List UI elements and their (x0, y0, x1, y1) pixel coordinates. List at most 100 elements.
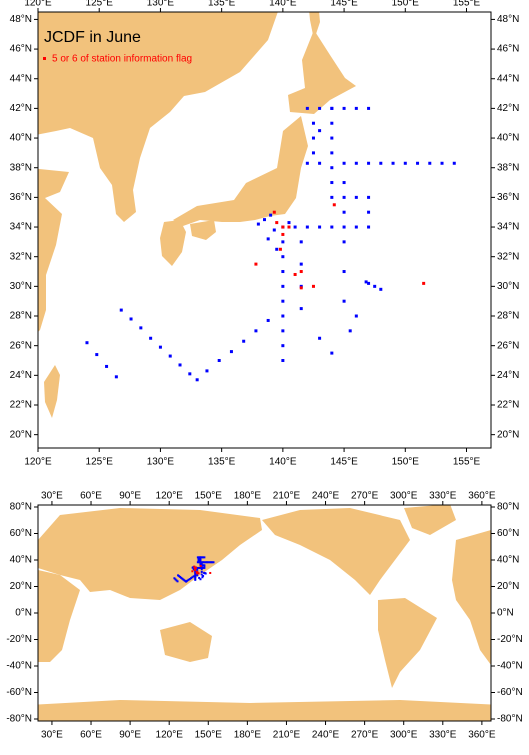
station (177, 574, 180, 577)
x-tick-label: 30°E (41, 730, 63, 741)
x-tick-label: 240°E (312, 730, 340, 741)
station (188, 372, 192, 376)
station (191, 576, 194, 579)
station (200, 564, 203, 567)
y-tick-label: 20°N (497, 429, 519, 440)
station (305, 225, 309, 229)
station (299, 270, 303, 274)
y-tick-label: 28°N (10, 311, 32, 322)
station (196, 572, 199, 575)
station (199, 561, 202, 564)
y-tick-label: 38°N (497, 162, 519, 173)
station (176, 580, 179, 583)
station (281, 255, 285, 259)
station (199, 556, 202, 559)
y-tick-label: 36°N (10, 192, 32, 203)
station (200, 568, 203, 571)
y-tick-label: 32°N (10, 251, 32, 262)
station (367, 106, 371, 110)
station (217, 359, 221, 363)
x-tick-label: 145°E (330, 0, 358, 9)
y-tick-label: 20°N (497, 581, 519, 592)
y-tick-label: 60°N (497, 528, 519, 539)
station (299, 286, 303, 290)
station (196, 566, 199, 569)
x-tick-label: 90°E (119, 730, 141, 741)
y-tick-label: 0°N (15, 608, 32, 619)
station (201, 576, 204, 579)
station (174, 578, 177, 581)
station (281, 359, 285, 363)
station (281, 225, 285, 229)
x-tick-label: 130°E (147, 0, 175, 9)
station (318, 129, 322, 133)
station (311, 121, 315, 125)
station (181, 577, 184, 580)
station (205, 561, 208, 564)
x-tick-label: 330°E (429, 730, 457, 741)
station (354, 106, 358, 110)
station (183, 579, 186, 582)
station (348, 329, 352, 333)
station (354, 225, 358, 229)
station (354, 161, 358, 165)
y-tick-label: 24°N (497, 370, 519, 381)
station (342, 181, 346, 185)
x-tick-label: 150°E (392, 457, 420, 468)
station (209, 561, 212, 564)
station (203, 564, 206, 567)
y-tick-label: 30°N (497, 281, 519, 292)
station (190, 577, 193, 580)
station (193, 568, 196, 571)
y-tick-label: -40°N (6, 661, 32, 672)
station (197, 572, 200, 575)
station (367, 210, 371, 214)
x-tick-label: 90°E (119, 491, 141, 502)
x-tick-label: 300°E (390, 730, 418, 741)
y-tick-label: 48°N (10, 14, 32, 25)
station (318, 106, 322, 110)
station (342, 240, 346, 244)
x-tick-label: 60°E (80, 491, 102, 502)
station (299, 262, 303, 266)
station (203, 556, 206, 559)
x-tick-label: 150°E (392, 0, 420, 9)
station (199, 566, 202, 569)
station (254, 262, 258, 266)
land-world (38, 505, 491, 721)
x-tick-label: 120°E (156, 491, 184, 502)
station (330, 136, 334, 140)
x-tick-label: 330°E (429, 491, 457, 502)
station (354, 314, 358, 318)
station (293, 272, 297, 276)
x-tick-label: 140°E (269, 457, 297, 468)
y-tick-label: 38°N (10, 162, 32, 173)
station (178, 363, 182, 367)
x-tick-label: 360°E (468, 730, 496, 741)
station (318, 161, 322, 165)
station (379, 161, 383, 165)
y-tick-label: 44°N (10, 73, 32, 84)
y-tick-label: 0°N (497, 608, 514, 619)
station (342, 299, 346, 303)
station (342, 195, 346, 199)
y-tick-label: 22°N (497, 400, 519, 411)
station (428, 161, 432, 165)
station (186, 579, 189, 582)
y-tick-label: 26°N (497, 340, 519, 351)
station (199, 558, 202, 561)
x-tick-label: 135°E (208, 457, 236, 468)
station (168, 354, 172, 358)
station (293, 225, 297, 229)
x-tick-label: 120°E (24, 457, 52, 468)
station (256, 222, 260, 226)
station (199, 564, 202, 567)
station (192, 575, 195, 578)
y-tick-label: 40°N (497, 555, 519, 566)
land-top (38, 12, 356, 418)
y-tick-label: 46°N (497, 44, 519, 55)
station (149, 336, 153, 340)
station (278, 247, 282, 251)
y-tick-label: 80°N (497, 502, 519, 513)
